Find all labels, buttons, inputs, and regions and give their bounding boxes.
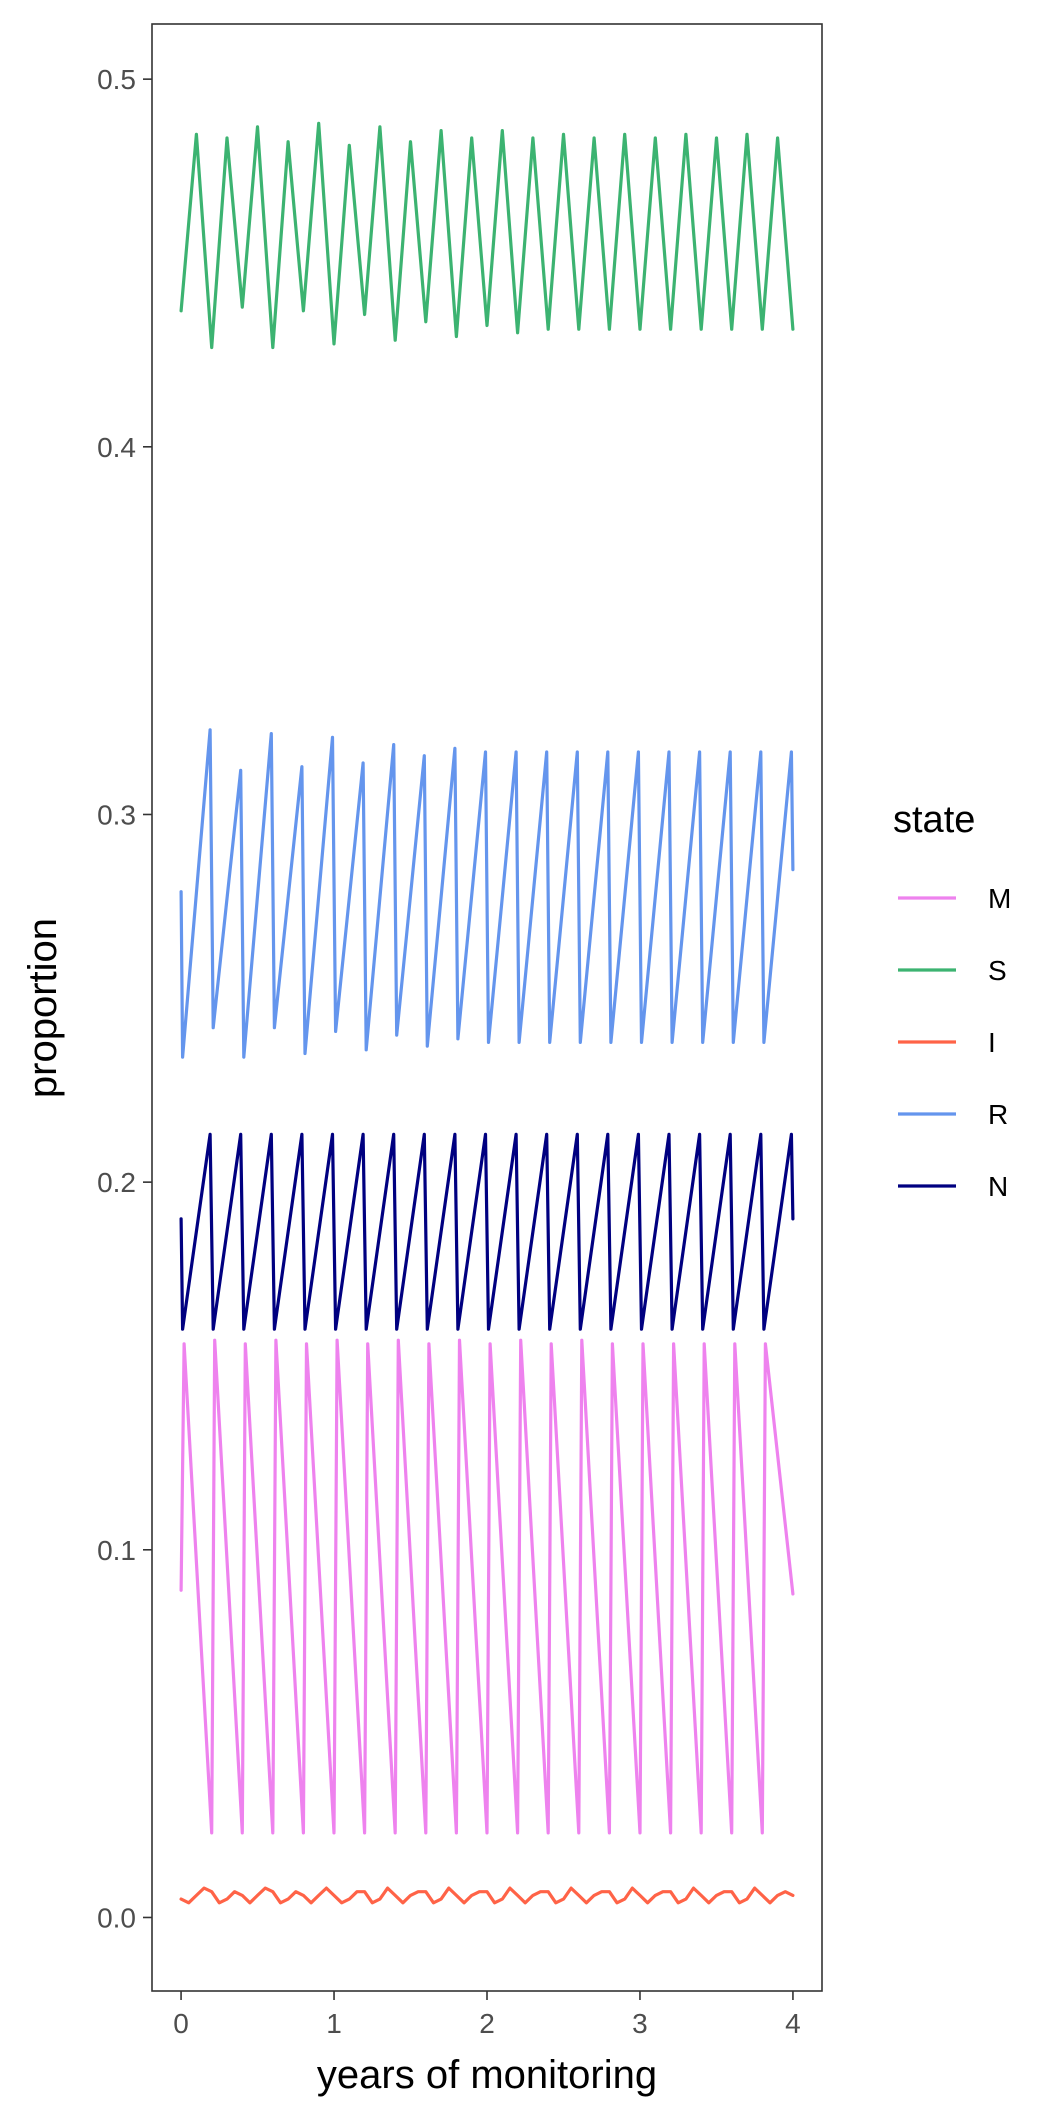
y-tick-label: 0.1 [97,1535,136,1566]
series-layer [179,121,795,1905]
y-tick-label: 0.5 [97,64,136,95]
legend-label-r: R [988,1099,1008,1130]
series-line-r [179,728,795,1059]
x-axis: 0 1 2 3 4 [173,1991,801,2039]
series-line-s [179,121,795,350]
y-tick-label: 0.4 [97,432,136,463]
y-tick-label: 0.2 [97,1167,136,1198]
x-tick-label: 2 [479,2008,495,2039]
y-axis-title: proportion [21,918,65,1098]
x-tick-label: 3 [632,2008,648,2039]
legend-title: state [893,799,975,841]
x-tick-label: 0 [173,2008,189,2039]
legend-label-n: N [988,1171,1008,1202]
legend-label-m: M [988,883,1011,914]
series-line-m [179,1338,795,1835]
series-line-n [179,1132,795,1331]
legend-label-s: S [988,955,1007,986]
x-tick-label: 1 [326,2008,342,2039]
legend-label-i: I [988,1027,996,1058]
y-axis: 0.0 0.1 0.2 0.3 0.4 0.5 [97,64,152,1933]
y-tick-label: 0.3 [97,799,136,830]
y-tick-label: 0.0 [97,1902,136,1933]
x-tick-label: 4 [785,2008,801,2039]
series-line-i [179,1886,795,1905]
legend: state M S I R N [893,799,1011,1202]
x-axis-title: years of monitoring [317,2053,657,2097]
